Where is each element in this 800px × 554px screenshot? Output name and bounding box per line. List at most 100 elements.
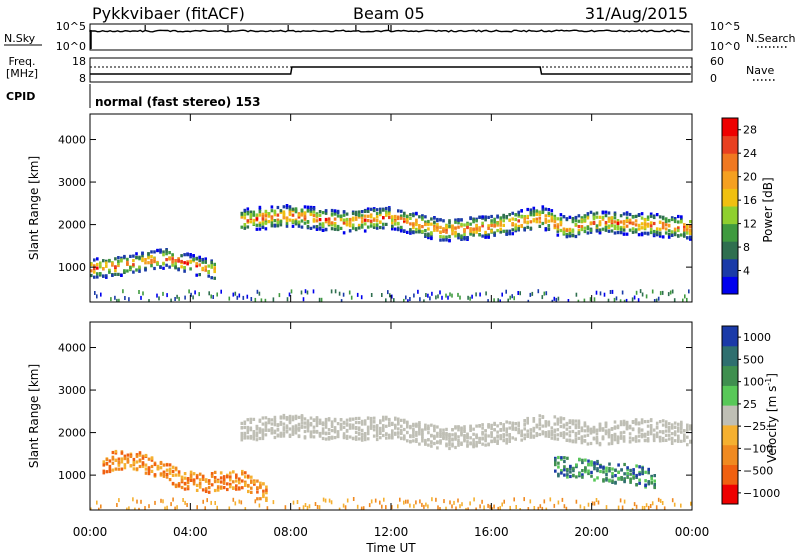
- velocity-cell: [415, 422, 418, 426]
- power-cell: [571, 220, 575, 224]
- velocity-ground-cell: [292, 500, 295, 505]
- power-cell: [502, 223, 505, 227]
- power-cell: [276, 205, 280, 210]
- power-cell: [379, 209, 382, 213]
- velocity-cell: [418, 425, 421, 429]
- power-cell: [93, 267, 96, 271]
- power-cell: [318, 227, 322, 231]
- velocity-cell: [541, 430, 545, 434]
- velocity-cell: [508, 426, 511, 430]
- power-cell: [433, 228, 436, 232]
- velocity-cell: [647, 467, 650, 471]
- power-cell: [427, 233, 430, 238]
- power-cell: [493, 217, 496, 221]
- velocity-ground-cell: [519, 508, 521, 510]
- velocity-cell: [291, 428, 295, 432]
- velocity-cell: [372, 420, 376, 424]
- velocity-cell: [403, 420, 406, 424]
- power-cell: [366, 208, 370, 212]
- velocity-cell: [680, 430, 683, 434]
- velocity-cell: [610, 436, 614, 440]
- velocity-cell: [574, 423, 578, 427]
- power-ytick-label: 4000: [58, 134, 86, 147]
- power-cell: [544, 207, 548, 211]
- power-cell: [282, 205, 286, 209]
- velocity-cell: [351, 426, 355, 430]
- velocity-ground-cell: [501, 502, 503, 507]
- velocity-cell: [427, 424, 430, 428]
- velocity-cell: [478, 436, 481, 440]
- velocity-cell: [484, 429, 487, 433]
- velocity-cell: [643, 433, 647, 438]
- velocity-cell: [598, 425, 602, 429]
- velocity-cell: [415, 433, 418, 437]
- power-cell: [640, 212, 644, 216]
- velocity-cell: [439, 434, 442, 438]
- velocity-cell: [587, 471, 590, 476]
- power-ground-cell: [170, 298, 172, 302]
- velocity-cell: [418, 432, 421, 436]
- power-ground-cell: [583, 298, 586, 302]
- power-cell: [111, 262, 114, 266]
- power-cell: [454, 231, 457, 235]
- power-cell: [646, 224, 650, 228]
- velocity-cell: [664, 433, 668, 437]
- power-cell: [442, 227, 445, 231]
- power-cell: [664, 219, 668, 224]
- power-cell: [553, 224, 557, 228]
- power-cell: [481, 234, 484, 238]
- power-cell: [496, 223, 499, 227]
- velocity-cell: [262, 482, 265, 486]
- velocity-cell: [538, 422, 542, 426]
- power-ground-cell: [505, 289, 507, 294]
- power-cell: [574, 234, 578, 239]
- velocity-cell: [563, 465, 566, 469]
- power-cell: [207, 270, 210, 274]
- velocity-cell: [526, 416, 529, 421]
- velocity-cell: [180, 475, 184, 479]
- velocity-cell: [412, 422, 415, 426]
- velocity-cell: [132, 461, 136, 465]
- velocity-cell: [165, 472, 169, 476]
- velocity-cell: [141, 462, 145, 466]
- power-cell: [312, 210, 316, 214]
- power-cell: [538, 210, 542, 214]
- velocity-cell: [623, 472, 626, 476]
- velocity-cell: [294, 416, 298, 421]
- velocity-cell: [487, 425, 490, 429]
- power-cell: [472, 233, 475, 237]
- velocity-cell: [246, 418, 250, 422]
- power-cell: [300, 225, 304, 229]
- power-cell: [655, 227, 659, 231]
- power-cell: [415, 211, 418, 215]
- velocity-cell: [490, 440, 493, 444]
- velocity-cell: [574, 434, 578, 438]
- velocity-cell: [502, 428, 505, 432]
- velocity-ground-cell: [379, 500, 381, 505]
- power-cell: [342, 210, 346, 214]
- velocity-cell: [632, 468, 635, 472]
- power-cell: [541, 209, 545, 213]
- velocity-cell: [436, 440, 439, 444]
- power-cell: [484, 218, 487, 222]
- power-cell: [529, 208, 533, 212]
- power-cell: [664, 217, 668, 221]
- power-ground-cell: [250, 297, 253, 301]
- velocity-ground-cell: [360, 506, 363, 510]
- power-cell: [598, 228, 602, 232]
- power-cell: [532, 209, 536, 213]
- velocity-cell: [640, 435, 644, 439]
- power-colorbar-swatch: [722, 276, 738, 295]
- velocity-cell: [463, 439, 466, 443]
- velocity-ground-cell: [529, 499, 532, 504]
- power-cell: [628, 212, 632, 217]
- velocity-cell: [620, 476, 623, 480]
- velocity-cell: [342, 432, 346, 436]
- velocity-cell: [150, 458, 154, 462]
- velocity-cell: [117, 460, 121, 465]
- power-cell: [427, 222, 430, 227]
- velocity-ground-cell: [160, 498, 162, 503]
- velocity-ground-cell: [298, 507, 301, 510]
- velocity-cell: [375, 432, 379, 436]
- power-cell: [634, 214, 638, 219]
